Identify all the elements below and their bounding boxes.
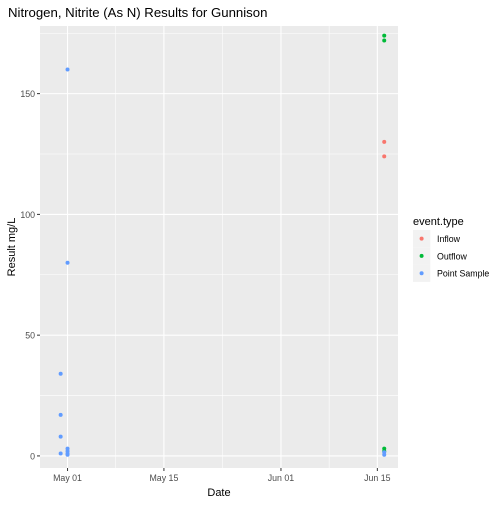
- data-point-point-sample: [65, 260, 70, 265]
- legend-label-inflow: Inflow: [437, 234, 461, 244]
- legend: event.type Inflow Outflow Point Sample: [413, 216, 489, 282]
- data-point-outflow: [382, 33, 387, 38]
- y-tick-label: 50: [25, 331, 35, 341]
- legend-items: Inflow Outflow Point Sample: [413, 230, 489, 282]
- x-tick-label: May 01: [53, 473, 82, 483]
- legend-label-outflow: Outflow: [437, 251, 467, 261]
- data-point-point-sample: [58, 371, 63, 376]
- data-point-inflow: [382, 154, 387, 159]
- data-point-outflow: [382, 38, 387, 43]
- y-tick-label: 150: [20, 89, 35, 99]
- data-point-point-sample: [382, 452, 387, 457]
- x-tick-label: Jun 15: [364, 473, 391, 483]
- data-points: [58, 33, 387, 457]
- y-axis-label: Result mg/L: [6, 218, 18, 277]
- y-tick-label: 0: [30, 451, 35, 461]
- grid-major: [40, 26, 398, 468]
- chart-title: Nitrogen, Nitrite (As N) Results for Gun…: [8, 5, 267, 20]
- legend-swatch-inflow: [419, 236, 424, 241]
- plot-panel: [40, 26, 398, 468]
- data-point-point-sample: [65, 452, 70, 457]
- x-tick-label: Jun 01: [268, 473, 295, 483]
- data-point-point-sample: [58, 451, 63, 456]
- legend-label-point-sample: Point Sample: [437, 269, 489, 279]
- x-tick-label: May 15: [149, 473, 178, 483]
- y-axis: 0 50 100 150: [20, 89, 40, 461]
- legend-swatch-point-sample: [419, 271, 424, 276]
- data-point-point-sample: [65, 67, 70, 72]
- x-axis-label: Date: [207, 487, 230, 499]
- x-axis: May 01 May 15 Jun 01 Jun 15: [53, 468, 391, 483]
- y-tick-label: 100: [20, 210, 35, 220]
- grid-minor: [40, 26, 398, 468]
- data-point-point-sample: [58, 434, 63, 439]
- legend-title: event.type: [413, 216, 464, 228]
- data-point-point-sample: [58, 412, 63, 417]
- legend-swatch-outflow: [419, 253, 424, 258]
- data-point-inflow: [382, 139, 387, 144]
